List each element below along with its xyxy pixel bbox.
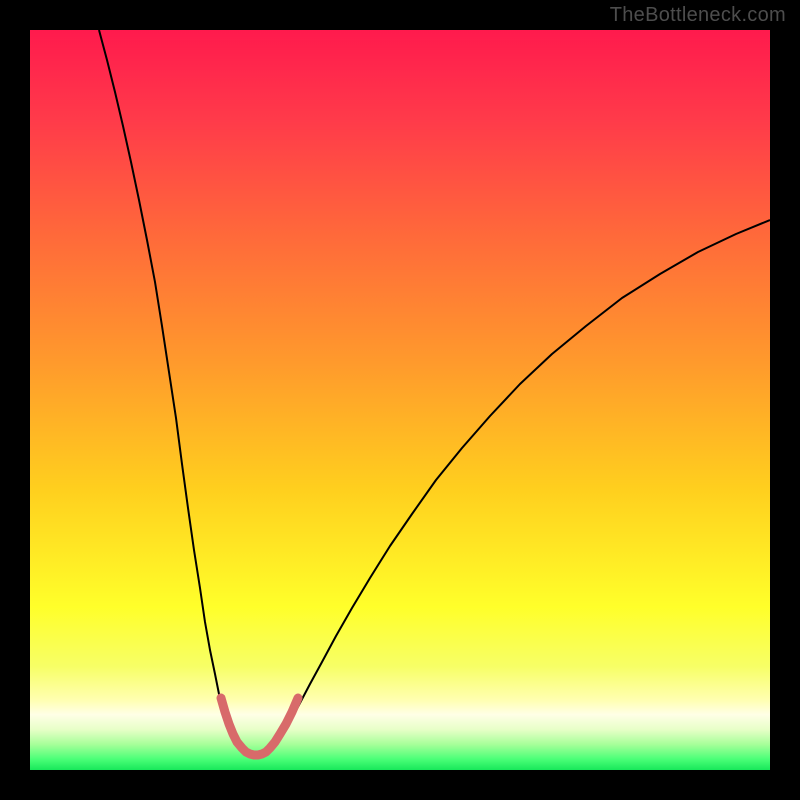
optimum-marker (221, 698, 298, 755)
bottleneck-curve (99, 30, 770, 756)
chart-frame: TheBottleneck.com (0, 0, 800, 800)
watermark-text: TheBottleneck.com (610, 4, 786, 27)
curve-layer (30, 30, 770, 770)
plot-area (30, 30, 770, 770)
